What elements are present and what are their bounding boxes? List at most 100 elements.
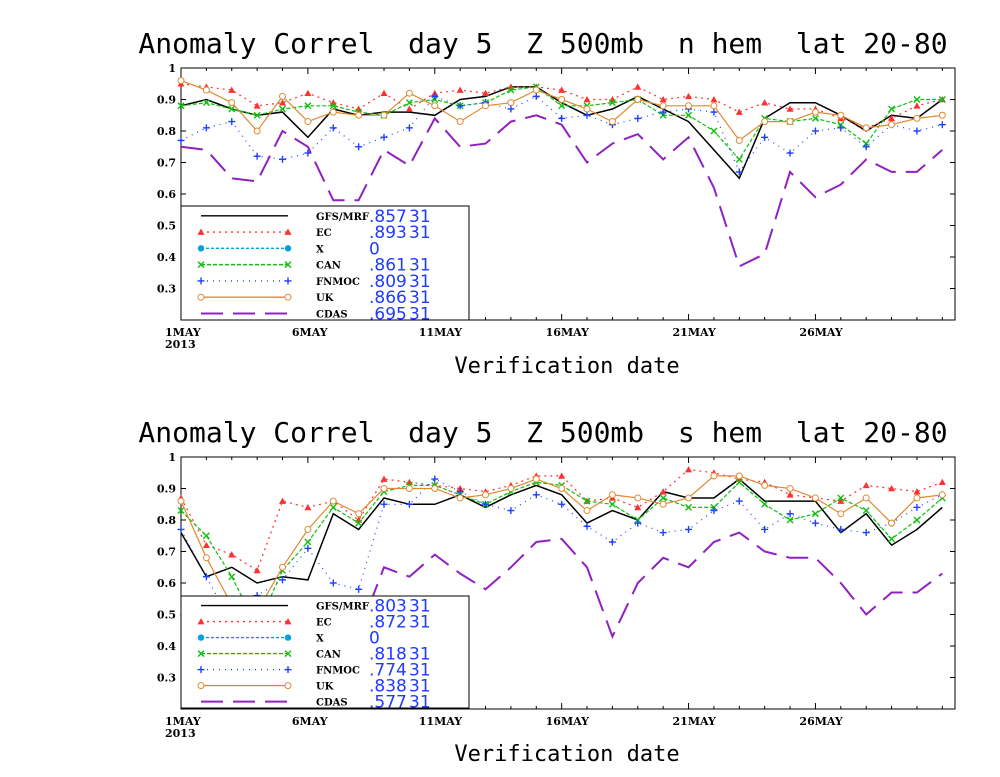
data-point — [329, 497, 337, 505]
data-point — [735, 108, 743, 115]
data-point — [507, 86, 515, 94]
data-point — [177, 497, 185, 505]
data-point — [304, 118, 312, 126]
legend-marker — [284, 650, 292, 658]
data-point — [202, 124, 210, 132]
data-point — [913, 503, 921, 511]
data-point — [532, 86, 540, 94]
y-tick-label: 0.5 — [157, 220, 176, 233]
legend-count: 31 — [409, 677, 431, 697]
data-point — [710, 96, 718, 103]
data-point — [558, 86, 566, 93]
data-point — [786, 105, 794, 112]
y-tick-label: 0.5 — [157, 609, 176, 622]
data-point — [659, 529, 667, 537]
chart-title: Anomaly Correl day 5 Z 500mb n hem lat 2… — [138, 27, 947, 60]
data-point — [558, 472, 566, 479]
legend-score: .872 — [369, 613, 407, 633]
data-point — [583, 497, 591, 505]
data-point — [558, 114, 566, 122]
legend-marker — [284, 245, 292, 252]
data-point — [304, 149, 312, 157]
data-point — [862, 494, 870, 502]
data-point — [608, 118, 616, 126]
data-point — [279, 563, 287, 571]
data-point — [888, 485, 896, 492]
x-tick-label: 1MAY — [165, 715, 201, 728]
y-tick-label: 1 — [168, 62, 176, 75]
data-point — [304, 538, 312, 546]
data-point — [685, 111, 693, 119]
legend-count: 31 — [409, 613, 431, 633]
series-gfs-mrf — [180, 478, 943, 584]
data-point — [811, 494, 819, 502]
x-tick-year: 2013 — [165, 727, 196, 740]
data-point — [304, 102, 312, 110]
data-point — [202, 86, 210, 94]
legend-score: .695 — [369, 304, 407, 324]
data-point — [177, 77, 185, 85]
legend-score: .861 — [369, 256, 407, 276]
legend-score: .893 — [369, 223, 407, 243]
data-point — [786, 149, 794, 157]
data-point — [938, 96, 946, 103]
data-point — [786, 510, 794, 518]
data-point — [710, 127, 718, 135]
data-point — [811, 127, 819, 135]
data-point — [710, 472, 718, 480]
legend-series-name: UK — [316, 682, 334, 693]
y-tick-label: 0.7 — [157, 157, 176, 170]
data-point — [659, 102, 667, 110]
legend-marker — [197, 666, 205, 674]
data-point — [456, 86, 464, 93]
y-tick-label: 0.6 — [157, 188, 176, 201]
legend-series-name: EC — [316, 618, 332, 629]
legend-entry: CAN .861 31 — [197, 256, 431, 276]
data-point — [786, 516, 794, 524]
legend-series-name: FNMOC — [316, 277, 360, 288]
legend-entry: UK .866 31 — [197, 288, 431, 308]
data-point — [482, 491, 490, 499]
data-point — [583, 96, 591, 103]
x-tick-label: 6MAY — [292, 326, 328, 339]
data-point — [482, 500, 490, 508]
legend-series-name: UK — [316, 293, 334, 304]
legend-count: 31 — [409, 256, 431, 276]
data-point — [304, 503, 312, 511]
data-point — [634, 96, 642, 103]
data-point — [608, 500, 616, 508]
data-point — [735, 168, 743, 176]
legend-series-name: CAN — [316, 650, 341, 661]
legend-series-name: GFS/MRF — [316, 602, 369, 613]
legend-series-name: GFS/MRF — [316, 212, 369, 223]
data-point — [558, 485, 566, 492]
legend-count: 31 — [409, 272, 431, 292]
data-point — [507, 105, 515, 113]
data-point — [558, 500, 566, 508]
data-point — [938, 111, 946, 119]
series-line — [180, 114, 943, 268]
y-tick-label: 0.4 — [157, 640, 176, 653]
data-point — [431, 92, 439, 100]
data-point — [202, 532, 210, 540]
data-point — [482, 89, 490, 96]
data-point — [355, 143, 363, 151]
data-point — [456, 102, 464, 110]
legend-count: 31 — [409, 661, 431, 681]
legend-entry: UK .838 31 — [197, 677, 431, 697]
y-tick-label: 0.9 — [157, 483, 176, 496]
legend-box — [180, 205, 470, 321]
data-point — [507, 507, 515, 515]
legend-marker — [197, 277, 205, 285]
legend-series-name: EC — [316, 228, 332, 239]
legend-box — [180, 595, 470, 709]
data-point — [888, 519, 896, 527]
legend-series-name: FNMOC — [316, 666, 360, 677]
legend-marker — [197, 261, 205, 269]
data-point — [253, 566, 261, 574]
data-point — [558, 96, 566, 103]
series-fnmoc — [177, 92, 946, 176]
data-point — [913, 494, 921, 502]
